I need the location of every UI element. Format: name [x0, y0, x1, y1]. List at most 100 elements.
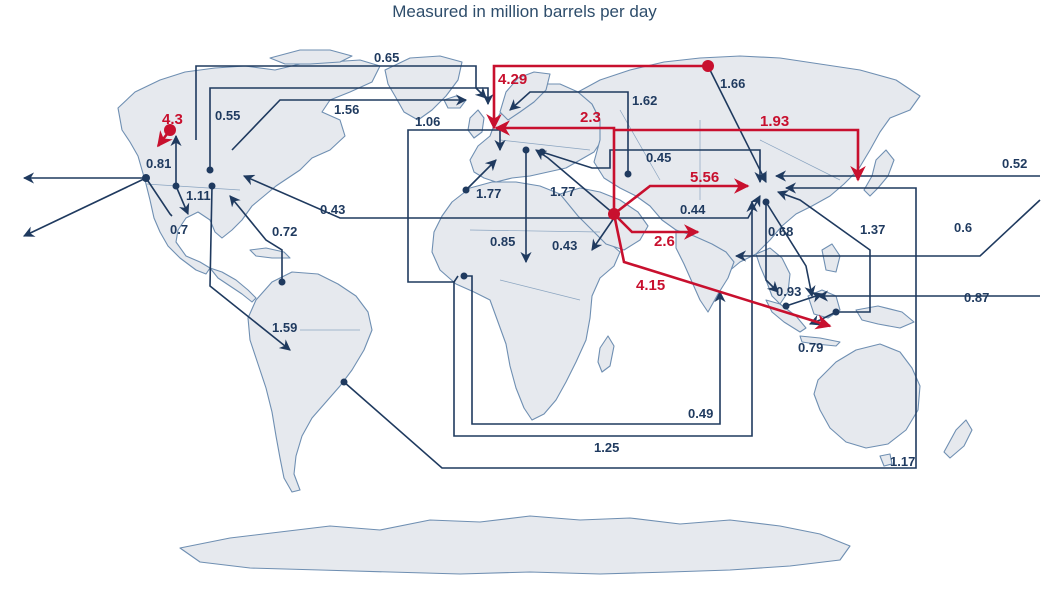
- flow-label: 0.49: [688, 406, 713, 421]
- flow-label: 1.11: [186, 188, 211, 203]
- south-america-landmass: [247, 271, 373, 493]
- origin-dot: [522, 146, 530, 154]
- tasmania-landmass: [879, 453, 893, 467]
- flow-label: 5.56: [690, 169, 719, 186]
- route-2-3: [494, 120, 616, 214]
- flow-label: 4.15: [636, 277, 665, 294]
- major-flow-routes: [156, 64, 866, 330]
- new-guinea-landmass: [855, 305, 915, 329]
- origin-dot: [460, 272, 468, 280]
- uk-landmass: [467, 109, 485, 139]
- route-4-29: [486, 64, 708, 130]
- origin-dot: [142, 174, 150, 182]
- flow-label: 1.17: [890, 454, 915, 469]
- route-1-66: [707, 65, 767, 184]
- route-1-17: [343, 182, 917, 469]
- minor-origin-dots: [142, 146, 840, 386]
- route-0-81-b: [22, 177, 147, 237]
- route-0-55: [209, 87, 494, 170]
- iceland-landmass: [443, 95, 467, 109]
- flow-label: 0.43: [552, 238, 577, 253]
- flow-label: 0.43: [320, 202, 345, 217]
- route-1-62: [509, 91, 629, 172]
- map-subtitle: Measured in million barrels per day: [392, 2, 657, 21]
- route-0-93-b: [765, 202, 779, 293]
- route-1-37: [776, 190, 871, 313]
- antarctica-landmass: [179, 515, 851, 575]
- origin-dot: [782, 302, 790, 310]
- flow-label: 1.37: [860, 222, 885, 237]
- route-1-25: [453, 200, 758, 437]
- route-5-56: [613, 178, 750, 216]
- route-1-06: [407, 129, 506, 283]
- origin-dot: [462, 186, 470, 194]
- route-1-56: [231, 94, 468, 151]
- origin-dot: [832, 308, 840, 316]
- route-0-68: [765, 201, 816, 298]
- japan-landmass: [863, 149, 895, 197]
- flow-label: 2.6: [654, 233, 675, 250]
- flow-label: 1.59: [272, 320, 297, 335]
- middle-east-origin-dot: [608, 208, 620, 220]
- flow-label: 0.85: [490, 234, 515, 249]
- flow-label: 0.55: [215, 108, 240, 123]
- flow-label: 2.3: [580, 109, 601, 126]
- flow-label: 0.72: [272, 224, 297, 239]
- flow-label: 0.81: [146, 156, 171, 171]
- central-america-landmass: [209, 267, 257, 303]
- flow-label: 4.3: [162, 111, 183, 128]
- route-0-7-b: [145, 177, 173, 217]
- origin-dot: [340, 378, 348, 386]
- philippines-landmass: [821, 243, 841, 273]
- madagascar-landmass: [597, 335, 615, 373]
- flow-label: 1.77: [550, 184, 575, 199]
- route-4-15: [612, 213, 832, 330]
- flow-label: 0.87: [964, 290, 989, 305]
- flow-label: 0.52: [1002, 156, 1027, 171]
- flow-label: 0.93: [776, 284, 801, 299]
- flow-label: 0.68: [768, 224, 793, 239]
- new-zealand-landmass: [943, 419, 973, 459]
- route-0-93: [785, 291, 824, 307]
- route-0-6: [734, 199, 1041, 262]
- route-0-49: [464, 275, 726, 425]
- flow-labels: 0.65 4.29 1.66 0.55 1.56 1.62 4.3 1.06 2…: [146, 50, 1027, 469]
- origin-dot: [762, 198, 770, 206]
- route-0-43-africa: [591, 217, 615, 251]
- route-2-6: [613, 213, 700, 240]
- route-1-93: [614, 128, 866, 182]
- flow-label: 0.6: [954, 220, 972, 235]
- route-0-65: [195, 65, 487, 140]
- flow-label: 1.25: [594, 440, 619, 455]
- flow-label: 1.66: [720, 76, 745, 91]
- java-landmass: [799, 335, 841, 347]
- flow-label: 1.93: [760, 113, 789, 130]
- route-0-7: [175, 185, 190, 216]
- canada-origin-dot: [164, 124, 176, 136]
- australia-landmass: [813, 343, 921, 449]
- flow-label: 4.29: [498, 71, 527, 88]
- route-1-59: [209, 185, 291, 351]
- origin-dot: [538, 148, 546, 156]
- origin-dot: [172, 182, 180, 190]
- flow-label: 1.62: [632, 93, 657, 108]
- origin-dot: [206, 166, 214, 174]
- route-0-43-atlantic: [242, 174, 614, 219]
- flow-label: 1.56: [334, 102, 359, 117]
- russia-origin-dot: [702, 60, 714, 72]
- country-borders: [145, 109, 841, 331]
- flow-label: 0.7: [170, 222, 188, 237]
- route-1-77-europe: [465, 159, 497, 191]
- southeast-asia-landmass: [755, 247, 791, 305]
- flow-label: 0.45: [646, 150, 671, 165]
- caribbean-islands: [249, 247, 291, 259]
- major-origin-dots: [164, 60, 714, 220]
- arctic-islands-landmass: [269, 49, 353, 65]
- origin-dot: [624, 170, 632, 178]
- flow-label: 0.79: [798, 340, 823, 355]
- origin-dot: [208, 182, 216, 190]
- flow-label: 1.77: [476, 186, 501, 201]
- route-0-72: [229, 195, 283, 282]
